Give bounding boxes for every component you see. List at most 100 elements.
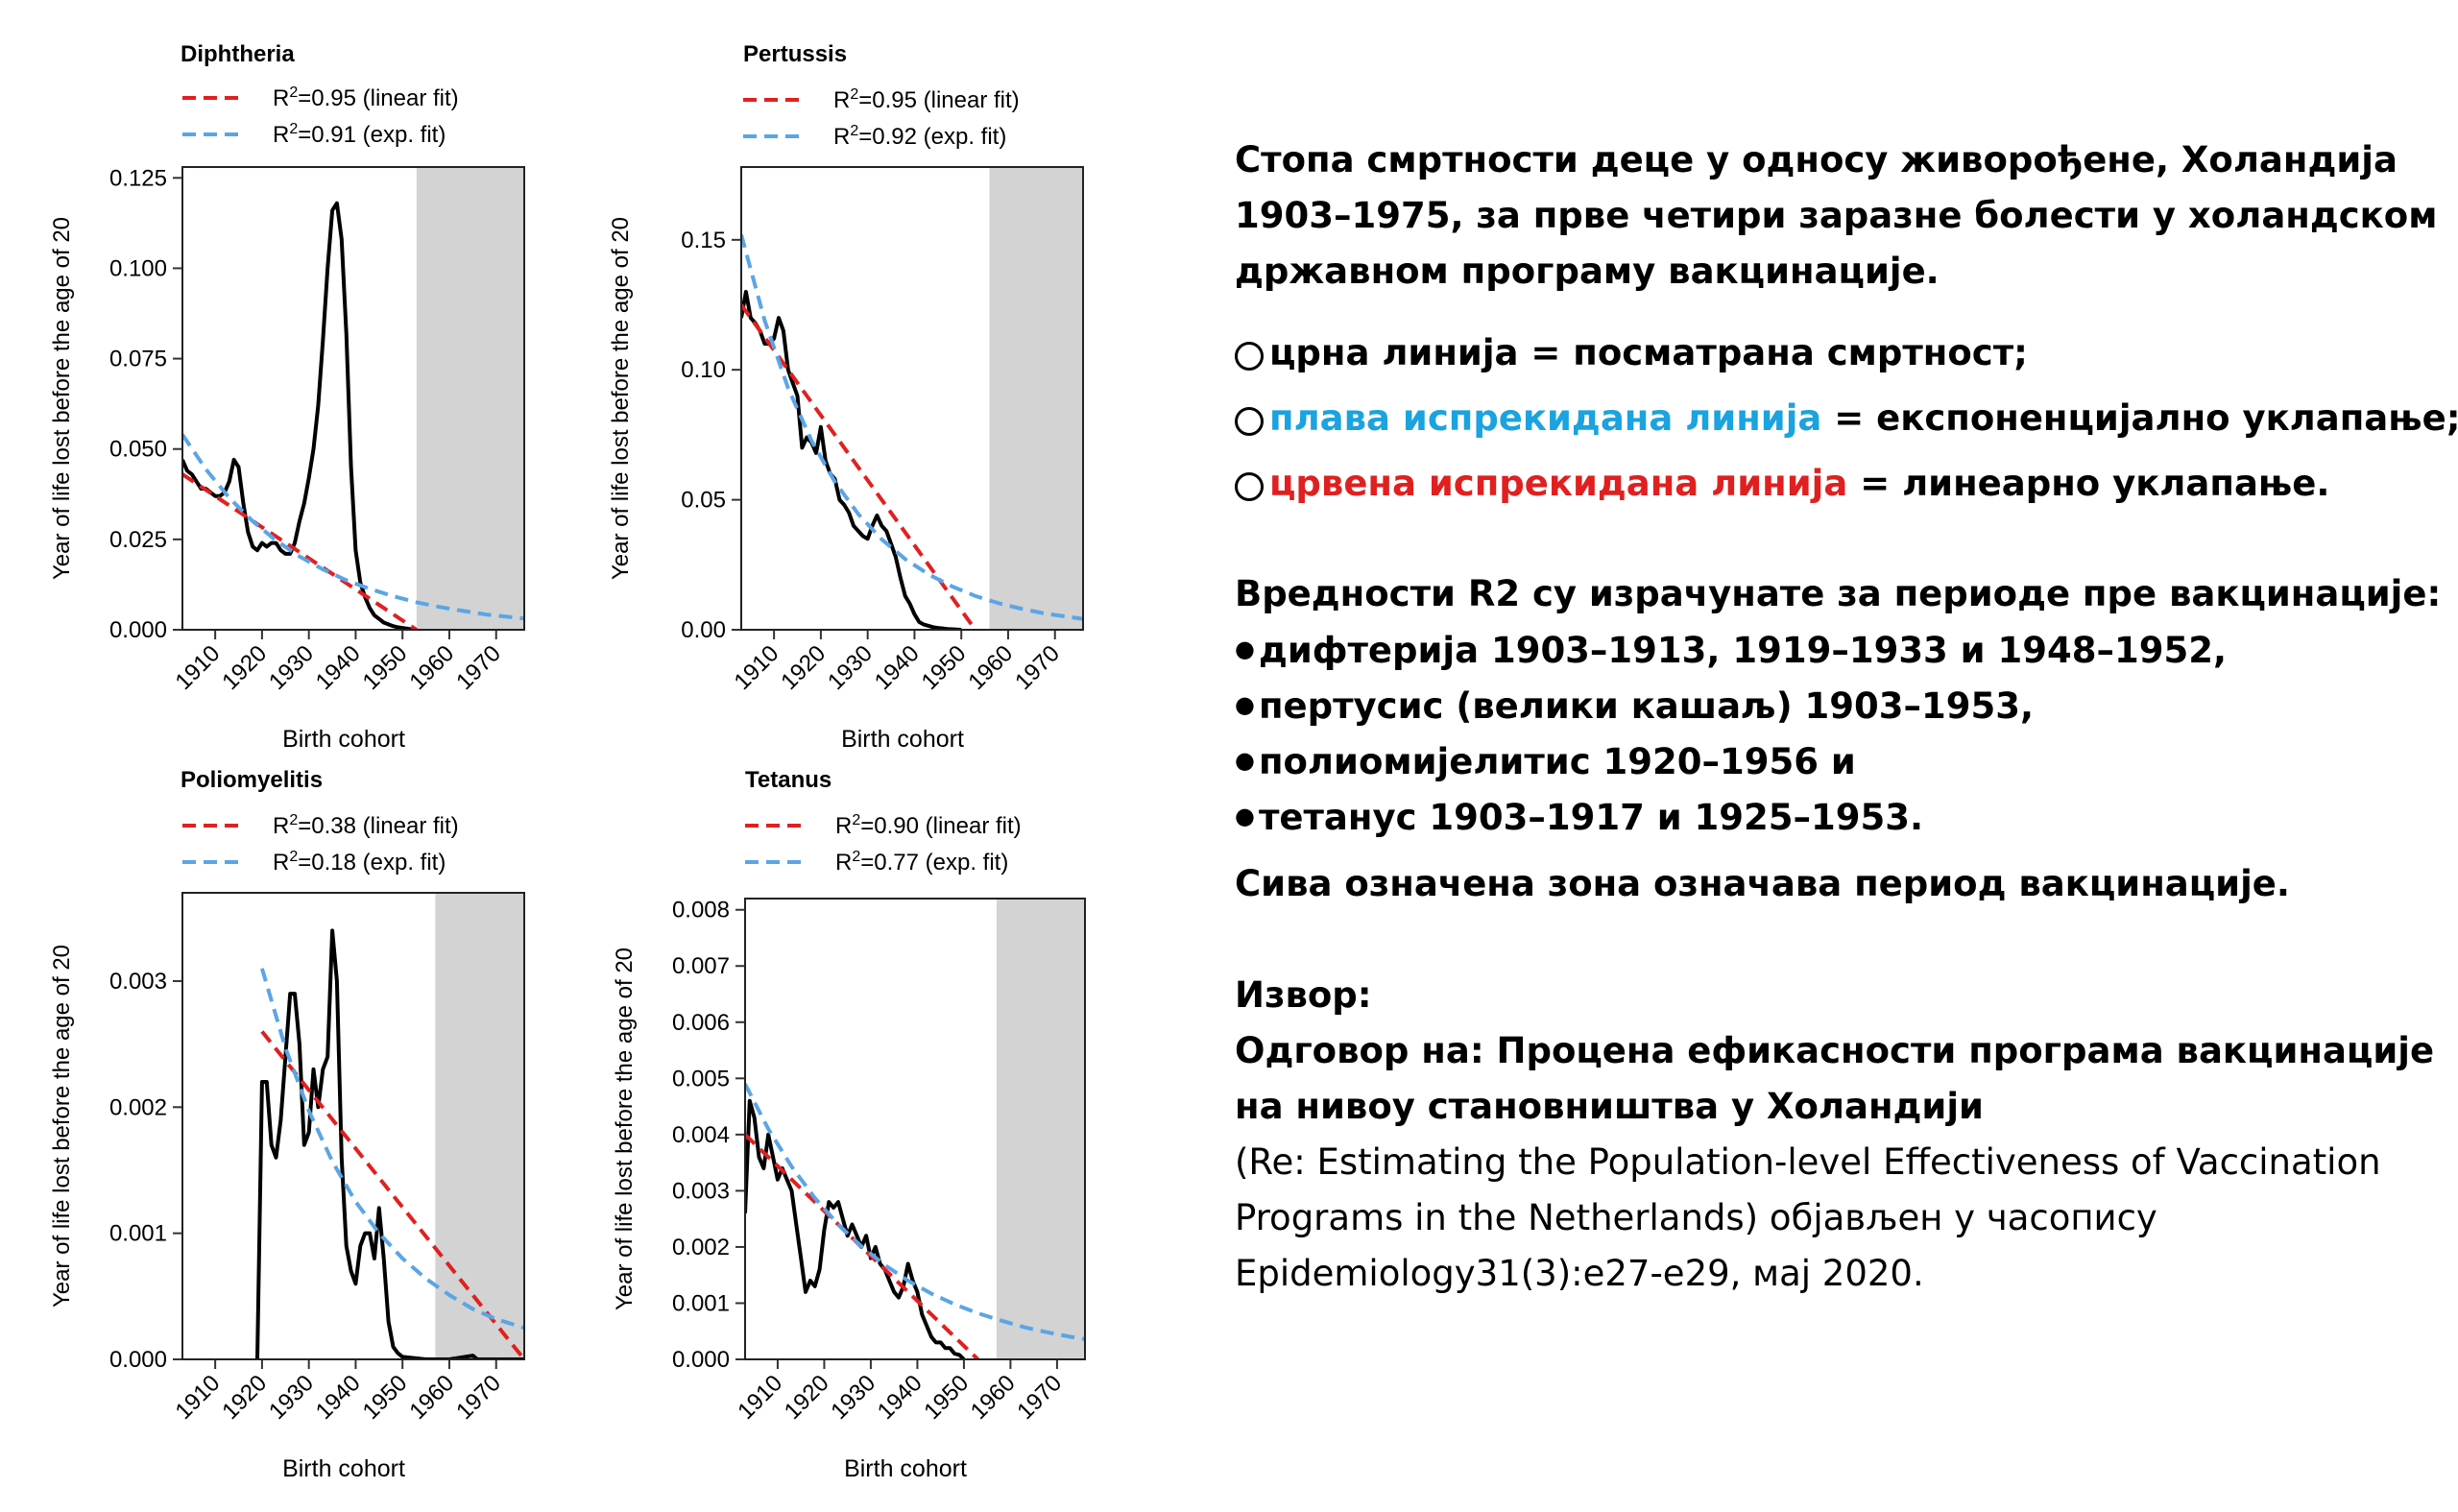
- y-tick-label: 0.002: [672, 1235, 730, 1260]
- legend-label-part: R: [273, 813, 289, 839]
- circle-icon: [1235, 472, 1264, 501]
- x-tick-label: 1970: [1012, 1370, 1067, 1425]
- vaccination-zone: [416, 167, 524, 630]
- y-tick-label: 0.10: [681, 357, 726, 383]
- x-tick-label: 1940: [311, 1370, 366, 1425]
- legend-label-part: =0.90 (linear fit): [860, 813, 1021, 839]
- y-tick-label: 0.000: [109, 1347, 167, 1373]
- x-tick-label: 1920: [780, 1370, 834, 1425]
- x-tick-label: 1950: [358, 640, 413, 695]
- x-tick-label: 1910: [171, 1370, 226, 1425]
- source-block: Извор: Одговор на: Процена ефикасности п…: [1235, 968, 2445, 1302]
- legend-black-text: црна линија = посматрана смртност;: [1269, 332, 2028, 373]
- y-tick-label: 0.001: [672, 1290, 730, 1316]
- plot-frame: [181, 166, 525, 631]
- x-tick-label: 1930: [264, 1370, 319, 1425]
- plot-frame: [744, 898, 1086, 1360]
- legend-label-part: 2: [289, 121, 298, 137]
- series-exp-fit: [745, 1083, 1085, 1341]
- y-tick-label: 0.00: [681, 617, 726, 643]
- chart-title: Diphtheria: [181, 41, 295, 67]
- y-axis-label: Year of life lost before the age of 20: [608, 217, 634, 580]
- chart-title: Tetanus: [745, 767, 831, 793]
- caption-title-line: државном програму вакцинације.: [1235, 251, 1940, 292]
- x-axis-label: Birth cohort: [282, 726, 405, 753]
- x-axis-label: Birth cohort: [841, 726, 964, 753]
- r2-heading: Вредности R2 су израчунате за периоде пр…: [1235, 573, 2442, 614]
- caption-title-line: Стопа смртности деце у односу живорођене…: [1235, 139, 2398, 180]
- bullet-icon: ●: [1235, 803, 1255, 829]
- x-tick-label: 1970: [451, 640, 506, 695]
- legend-label: R2=0.18 (exp. fit): [273, 849, 446, 876]
- plot-area: [182, 201, 524, 630]
- series-linear-fit: [741, 303, 977, 630]
- series-observed: [741, 290, 962, 630]
- y-axis-label: Year of life lost before the age of 20: [612, 948, 638, 1310]
- x-tick-label: 1960: [966, 1370, 1021, 1425]
- legend-label-part: 2: [850, 123, 858, 139]
- plot-area: [741, 233, 1083, 630]
- y-tick-label: 0.003: [672, 1178, 730, 1204]
- x-tick-label: 1910: [733, 1370, 787, 1425]
- y-tick-label: 0.003: [109, 969, 167, 995]
- plot-area: [255, 928, 524, 1359]
- x-tick-label: 1940: [311, 640, 366, 695]
- series-exp-fit: [741, 233, 1083, 621]
- plot-frame: [181, 892, 525, 1360]
- x-tick-label: 1930: [826, 1370, 880, 1425]
- x-tick-label: 1970: [1010, 640, 1065, 695]
- x-tick-label: 1940: [873, 1370, 928, 1425]
- x-tick-label: 1950: [919, 1370, 974, 1425]
- legend-label-part: R: [833, 87, 850, 113]
- y-tick-label: 0.005: [672, 1066, 730, 1092]
- y-tick-label: 0.100: [109, 255, 167, 281]
- plot-area: [745, 1083, 1085, 1359]
- legend-label: R2=0.38 (linear fit): [273, 812, 459, 839]
- line-legend: црна линија = посматрана смртност; плава…: [1235, 321, 2458, 516]
- legend-label-part: =0.91 (exp. fit): [298, 122, 446, 148]
- legend-row-red: црвена испрекидана линија = линеарно укл…: [1235, 451, 2445, 516]
- r2-item-text: дифтерија 1903–1913, 1919–1933 и 1948–19…: [1258, 630, 2228, 671]
- y-tick-label: 0.05: [681, 488, 726, 514]
- source-label: Извор:: [1235, 974, 1372, 1016]
- legend-label-part: =0.18 (exp. fit): [298, 850, 446, 876]
- charts-panel: Diphtheria R2=0.95 (linear fit) R2=0.91 (e…: [0, 0, 1104, 1507]
- legend-label-part: R: [833, 124, 850, 150]
- source-ref-line: (Re: Estimating the Population-level Eff…: [1235, 1141, 2381, 1183]
- legend-label-part: =0.92 (exp. fit): [858, 124, 1006, 150]
- series-observed: [182, 201, 417, 630]
- legend-label: R2=0.77 (exp. fit): [835, 849, 1008, 876]
- legend-label: R2=0.92 (exp. fit): [833, 123, 1006, 150]
- source-ref-line: Programs in the Netherlands) објављен у …: [1235, 1197, 2157, 1238]
- y-axis-label: Year of life lost before the age of 20: [49, 217, 75, 580]
- legend-label-part: 2: [850, 86, 858, 103]
- legend-label-part: R: [273, 122, 289, 148]
- x-tick-label: 1970: [451, 1370, 506, 1425]
- r2-block: Вредности R2 су израчунате за периоде пр…: [1235, 566, 2445, 912]
- legend-label-part: =0.77 (exp. fit): [860, 850, 1008, 876]
- legend-label-part: =0.95 (linear fit): [858, 87, 1019, 113]
- series-linear-fit: [260, 1030, 524, 1359]
- y-tick-label: 0.004: [672, 1122, 730, 1148]
- legend-label-part: R: [273, 85, 289, 111]
- legend-row-black: црна линија = посматрана смртност;: [1235, 321, 2445, 386]
- series-linear-fit: [182, 472, 418, 630]
- y-tick-label: 0.15: [681, 228, 726, 253]
- x-tick-label: 1960: [963, 640, 1018, 695]
- y-tick-label: 0.006: [672, 1010, 730, 1036]
- y-tick-label: 0.000: [672, 1347, 730, 1373]
- vaccination-zone: [435, 893, 524, 1359]
- series-observed: [255, 928, 524, 1359]
- x-tick-label: 1910: [730, 640, 784, 695]
- x-tick-label: 1920: [217, 640, 272, 695]
- legend-label-part: R: [273, 850, 289, 876]
- legend-label-part: 2: [289, 84, 298, 101]
- x-tick-label: 1950: [358, 1370, 413, 1425]
- y-axis-label: Year of life lost before the age of 20: [49, 945, 75, 1308]
- series-exp-fit: [182, 433, 524, 621]
- legend-red-colored: црвена испрекидана линија: [1269, 463, 1848, 504]
- y-tick-label: 0.008: [672, 898, 730, 924]
